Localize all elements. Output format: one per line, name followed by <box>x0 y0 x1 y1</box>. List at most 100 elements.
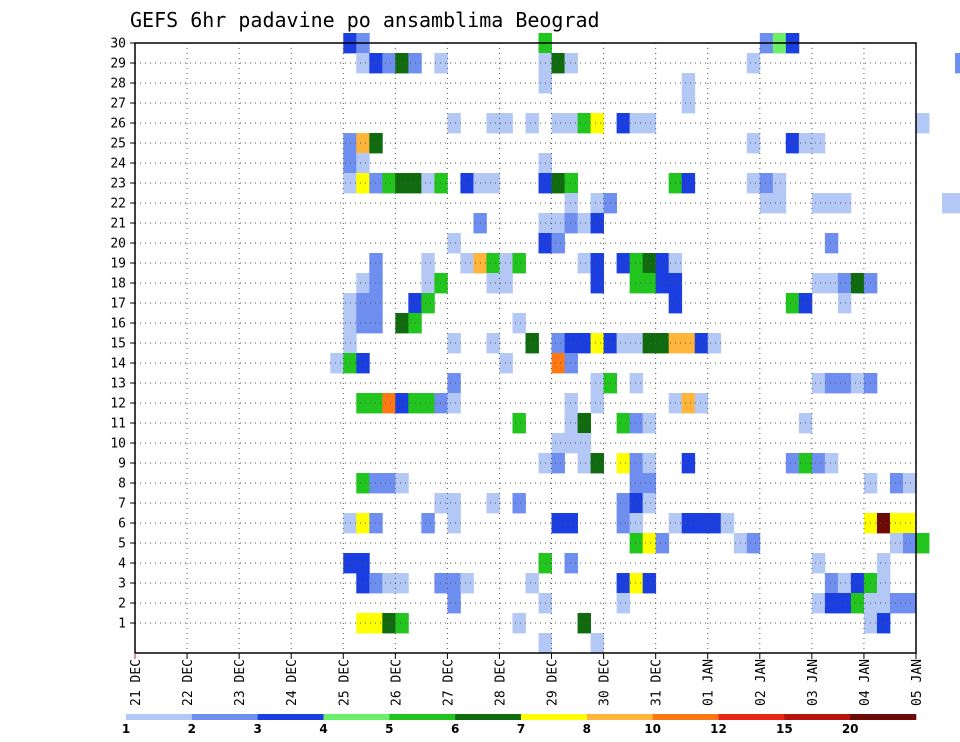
precip-cell <box>343 553 357 574</box>
precip-cell <box>564 353 578 374</box>
precip-cell <box>876 593 891 614</box>
precip-cell <box>590 333 604 354</box>
precip-cell <box>564 173 578 194</box>
precip-cell <box>369 133 383 154</box>
x-tick-label: 25 DEC <box>337 659 352 706</box>
precip-cell <box>629 373 644 394</box>
precip-cell <box>343 133 357 154</box>
x-tick-label: 21 DEC <box>129 659 144 706</box>
precip-cell <box>564 193 578 214</box>
legend-swatch <box>126 714 193 720</box>
precip-cell <box>551 53 565 74</box>
precip-cell <box>889 513 904 534</box>
precip-cell <box>343 353 357 374</box>
precip-cell <box>837 293 852 314</box>
precip-cell <box>369 253 383 274</box>
y-tick-label: 15 <box>110 337 126 352</box>
precip-cell <box>681 73 696 94</box>
precip-cell <box>421 173 435 194</box>
precip-cell <box>837 373 852 394</box>
y-axis: 1234567891011121314151617181920212223242… <box>110 37 135 632</box>
precip-cell <box>616 253 631 274</box>
precip-cell <box>382 613 396 634</box>
precip-cell <box>876 573 891 594</box>
precip-cell <box>564 413 578 434</box>
precip-cell <box>512 613 526 634</box>
precip-cell <box>356 53 370 74</box>
precip-cell <box>577 253 591 274</box>
precip-cell <box>395 473 409 494</box>
precip-cell <box>525 573 539 594</box>
precip-cell <box>486 173 500 194</box>
legend-swatch <box>521 714 588 720</box>
precip-cell <box>460 573 474 594</box>
legend-swatch <box>257 714 324 720</box>
x-tick-label: 30 DEC <box>598 659 613 706</box>
precip-cell <box>356 393 370 414</box>
precip-cell <box>655 533 670 554</box>
precip-cell <box>590 633 604 654</box>
precip-cell <box>955 193 960 214</box>
precip-cell <box>642 253 657 274</box>
precip-cell <box>889 473 904 494</box>
precip-cell <box>824 593 839 614</box>
precip-cell <box>499 353 513 374</box>
precip-cell <box>343 513 357 534</box>
y-tick-label: 8 <box>118 477 126 492</box>
precip-cell <box>395 313 409 334</box>
precip-cell <box>629 573 644 594</box>
precip-cell <box>590 373 604 394</box>
x-tick-label: 22 DEC <box>181 659 196 706</box>
y-tick-label: 24 <box>110 157 126 172</box>
precip-cell <box>499 273 513 294</box>
precip-cell <box>616 493 631 514</box>
x-tick-label: 31 DEC <box>650 659 665 706</box>
y-tick-label: 5 <box>118 537 126 552</box>
precip-cell <box>616 593 631 614</box>
precip-cell <box>824 573 839 594</box>
precip-cell <box>421 293 435 314</box>
x-tick-label: 05 JAN <box>910 659 925 706</box>
precip-cell <box>447 573 461 594</box>
legend-level-label: 4 <box>319 722 327 736</box>
x-tick-label: 24 DEC <box>285 659 300 706</box>
precip-cell <box>577 413 591 434</box>
precip-cell <box>551 213 565 234</box>
precip-cell <box>642 533 657 554</box>
precip-cell <box>642 473 657 494</box>
precip-cell <box>447 593 461 614</box>
precip-cell <box>681 393 696 414</box>
precip-cell <box>382 173 396 194</box>
precip-cell <box>369 313 383 334</box>
precip-cell <box>916 113 930 134</box>
y-tick-label: 20 <box>110 237 126 252</box>
precip-cell <box>590 393 604 414</box>
precip-cell <box>395 573 409 594</box>
precip-cell <box>629 473 644 494</box>
y-tick-label: 13 <box>110 377 126 392</box>
precip-cell <box>590 193 604 214</box>
y-tick-label: 14 <box>110 357 126 372</box>
precip-cell <box>629 493 644 514</box>
precip-cell <box>551 173 565 194</box>
precip-cell <box>356 473 370 494</box>
precip-cell <box>629 513 644 534</box>
precip-cell <box>577 453 591 474</box>
precip-cell <box>837 193 852 214</box>
precip-cell <box>902 593 917 614</box>
y-tick-label: 10 <box>110 437 126 452</box>
precip-cell <box>629 333 644 354</box>
precip-cell <box>746 173 761 194</box>
precip-cell <box>837 273 852 294</box>
precip-cell <box>499 113 513 134</box>
precip-cell <box>902 533 917 554</box>
precip-cell <box>343 173 357 194</box>
precip-cell <box>460 173 474 194</box>
legend-swatch <box>389 714 456 720</box>
precip-cell <box>590 253 604 274</box>
precip-cell <box>824 373 839 394</box>
precip-cell <box>746 533 761 554</box>
precip-cell <box>707 333 722 354</box>
x-axis: 21 DEC 22 DEC 23 DEC 24 DEC 25 DEC 26 DEC 27 D… <box>129 653 925 706</box>
